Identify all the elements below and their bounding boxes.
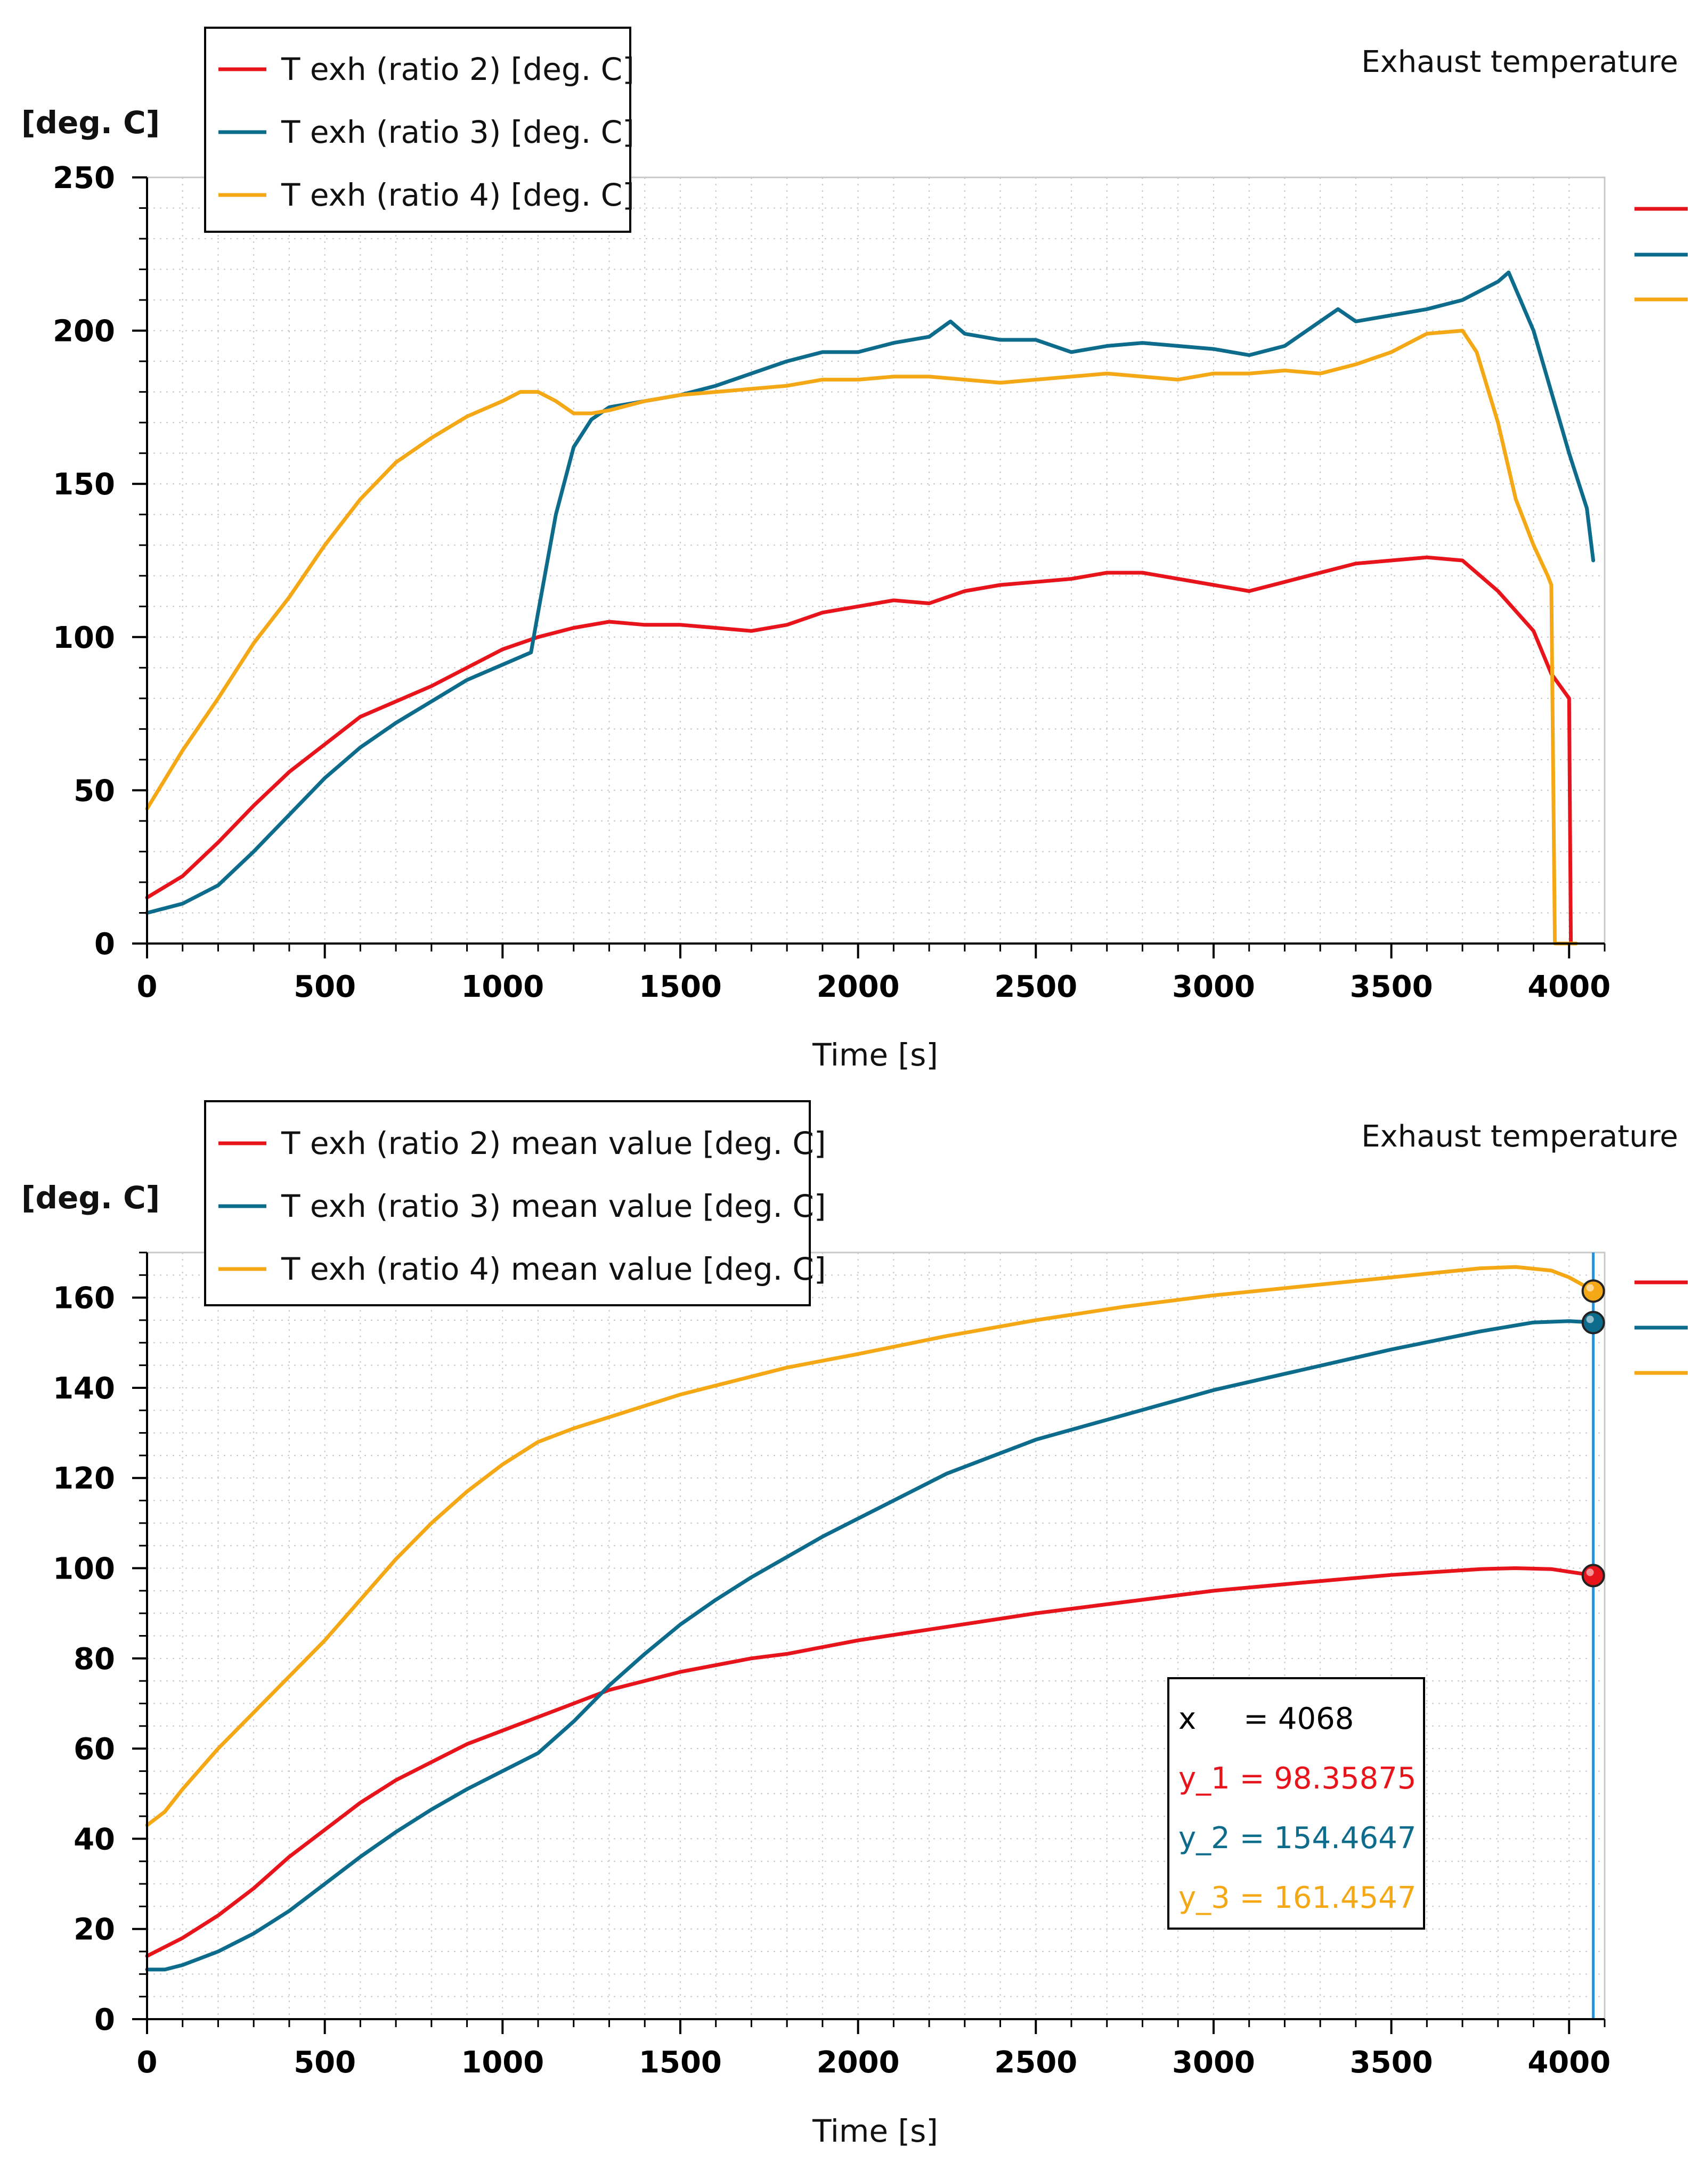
chart-1-legend-label-ratio2: T exh (ratio 2) [deg. C]: [281, 51, 635, 87]
x-tick-label: 2000: [817, 970, 900, 1004]
y-tick-label: 100: [53, 621, 115, 655]
chart-2-readout-box: [1167, 1677, 1425, 1930]
cursor-marker-ratio2[interactable]: [1581, 1564, 1605, 1588]
chart-2-legend-label-ratio4: T exh (ratio 4) mean value [deg. C]: [281, 1251, 826, 1287]
y-tick-label: 0: [94, 2003, 115, 2037]
chart-2-readout-x: x = 4068: [1178, 1702, 1354, 1736]
y-tick-label: 250: [53, 161, 115, 196]
x-tick-label: 4000: [1527, 970, 1611, 1004]
chart-2-title: Exhaust temperature: [1361, 1119, 1678, 1154]
y-tick-label: 20: [74, 1913, 115, 1947]
x-tick-label: 500: [294, 2045, 356, 2080]
x-tick-label: 2000: [817, 2045, 900, 2080]
y-tick-label: 150: [53, 467, 115, 502]
y-tick-label: 140: [53, 1371, 115, 1406]
x-tick-label: 3500: [1350, 2045, 1433, 2080]
series-line-ratio2: [145, 555, 1573, 946]
chart-2-series-lines: [145, 1265, 1596, 1972]
cursor-marker-highlight: [1586, 1315, 1594, 1323]
x-tick-label: 2500: [994, 970, 1077, 1004]
chart-1-series-lines: [145, 270, 1596, 946]
y-tick-label: 50: [74, 774, 115, 808]
chart-2-legend: T exh (ratio 2) mean value [deg. C] T ex…: [204, 1100, 826, 1306]
y-tick-label: 0: [94, 927, 115, 962]
x-tick-label: 2500: [994, 2045, 1077, 2080]
chart-1: 0 500 1000 1500 2000 2500 3000 3500 4000 0 50 100 1…: [21, 27, 1688, 1073]
chart-2-ticks: [132, 1251, 1606, 2034]
chart-1-legend-label-ratio3: T exh (ratio 3) [deg. C]: [281, 114, 635, 150]
y-tick-label: 60: [74, 1732, 115, 1767]
chart-1-y-unit-label: [deg. C]: [21, 104, 160, 141]
x-tick-label: 1500: [639, 2045, 722, 2080]
x-tick-label: 0: [137, 2045, 158, 2080]
series-line-ratio4: [145, 329, 1579, 946]
chart-1-legend-box: [204, 27, 631, 233]
series-line-ratio3: [145, 1319, 1596, 1972]
chart-2-readout-y2: y_2 = 154.4647: [1178, 1821, 1417, 1856]
chart-2-cursor-readout: x = 4068 y_1 = 98.35875 y_2 = 154.4647 y…: [1167, 1677, 1425, 1930]
chart-2-legend-label-ratio2: T exh (ratio 2) mean value [deg. C]: [281, 1125, 826, 1161]
chart-1-title: Exhaust temperature: [1361, 45, 1678, 79]
x-tick-label: 3000: [1172, 2045, 1255, 2080]
y-tick-label: 40: [74, 1822, 115, 1857]
chart-2-legend-label-ratio3: T exh (ratio 3) mean value [deg. C]: [281, 1188, 826, 1224]
x-tick-label: 1000: [461, 970, 544, 1004]
y-tick-label: 100: [53, 1552, 115, 1587]
chart-1-legend: T exh (ratio 2) [deg. C] T exh (ratio 3)…: [204, 27, 635, 233]
y-tick-label: 200: [53, 314, 115, 349]
chart-2: 0 500 1000 1500 2000 2500 3000 3500 4000 0 20 40 60…: [21, 1100, 1688, 2149]
series-line-ratio2: [145, 1566, 1596, 1958]
chart-2-legend-box: [204, 1100, 811, 1306]
chart-2-x-axis-title: Time [s]: [812, 2113, 938, 2149]
series-line-ratio4: [145, 1265, 1596, 1827]
chart-2-readout-y3: y_3 = 161.4547: [1178, 1881, 1417, 1915]
chart-2-x-tick-labels: 0 500 1000 1500 2000 2500 3000 3500 4000: [137, 2045, 1611, 2080]
x-tick-label: 500: [294, 970, 356, 1004]
cursor-marker-ratio3[interactable]: [1581, 1311, 1605, 1335]
chart-1-y-tick-labels: 0 50 100 150 200 250: [53, 161, 115, 962]
chart-1-legend-label-ratio4: T exh (ratio 4) [deg. C]: [281, 177, 635, 213]
x-tick-label: 4000: [1527, 2045, 1611, 2080]
chart-1-x-axis-title: Time [s]: [812, 1037, 938, 1073]
x-tick-label: 3500: [1350, 970, 1433, 1004]
chart-2-y-tick-labels: 0 20 40 60 80 100 120 140 160: [53, 1281, 115, 2037]
chart-2-cursor-markers: [1581, 1279, 1605, 1588]
cursor-marker-highlight: [1586, 1568, 1594, 1576]
series-line-ratio3: [145, 270, 1596, 915]
y-tick-label: 120: [53, 1461, 115, 1496]
chart-2-y-unit-label: [deg. C]: [21, 1180, 160, 1216]
y-tick-label: 80: [74, 1642, 115, 1677]
y-tick-label: 160: [53, 1281, 115, 1316]
cursor-marker-highlight: [1586, 1284, 1594, 1292]
cursor-marker-ratio4[interactable]: [1581, 1279, 1605, 1303]
x-tick-label: 3000: [1172, 970, 1255, 1004]
chart-2-readout-y1: y_1 = 98.35875: [1178, 1761, 1417, 1796]
x-tick-label: 0: [137, 970, 158, 1004]
x-tick-label: 1500: [639, 970, 722, 1004]
x-tick-label: 1000: [461, 2045, 544, 2080]
chart-1-ticks: [132, 176, 1606, 958]
chart-1-x-tick-labels: 0 500 1000 1500 2000 2500 3000 3500 4000: [137, 970, 1611, 1004]
